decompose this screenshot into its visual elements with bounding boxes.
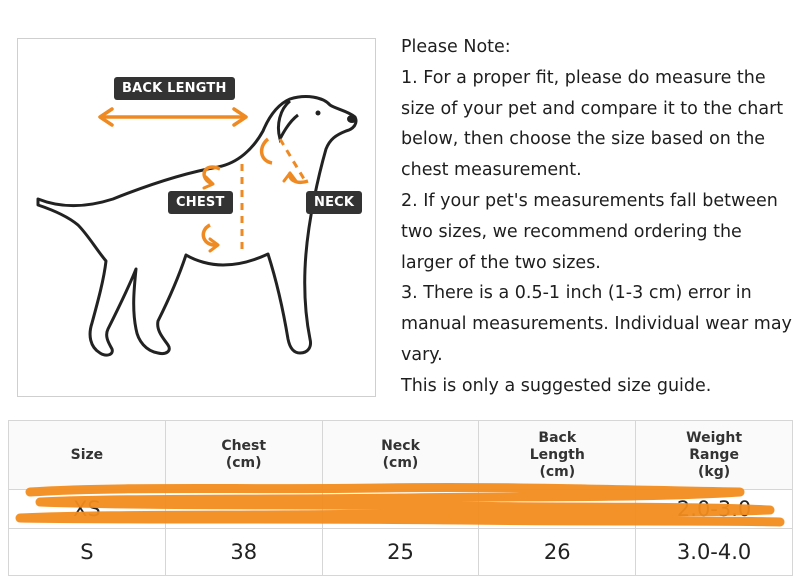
size-notes: Please Note: 1. For a proper fit, please…	[401, 32, 797, 402]
notes-heading: Please Note:	[401, 37, 511, 57]
cell-neck: 25	[321, 528, 480, 576]
table-header-row: Size Chest (cm) Neck (cm) Back Length (cm) W…	[8, 420, 793, 490]
cell-chest: 38	[164, 528, 323, 576]
cell-weight: 3.0-4.0	[635, 528, 793, 576]
header-neck: Neck (cm)	[321, 420, 480, 490]
dog-outline-icon	[36, 95, 358, 357]
cell-size: S	[8, 528, 166, 576]
header-chest: Chest (cm)	[164, 420, 323, 490]
note-item-2: 2. If your pet's measurements fall betwe…	[401, 190, 778, 273]
note-item-3: 3. There is a 0.5-1 inch (1-3 cm) error …	[401, 283, 792, 365]
header-back-length: Back Length (cm)	[478, 420, 637, 490]
measurement-illustration: BACK LENGTH CHEST NECK	[17, 38, 376, 397]
chest-label: CHEST	[168, 191, 233, 214]
header-size: Size	[8, 420, 166, 490]
note-item-1: 1. For a proper fit, please do measure t…	[401, 67, 784, 181]
back-length-label: BACK LENGTH	[114, 77, 235, 100]
header-weight-range: Weight Range (kg)	[635, 420, 793, 490]
cell-back-length: 26	[478, 528, 637, 576]
neck-label: NECK	[306, 191, 363, 214]
table-row: S 38 25 26 3.0-4.0	[8, 528, 793, 576]
redaction-scribble	[15, 482, 785, 527]
notes-footer: This is only a suggested size guide.	[401, 375, 712, 396]
